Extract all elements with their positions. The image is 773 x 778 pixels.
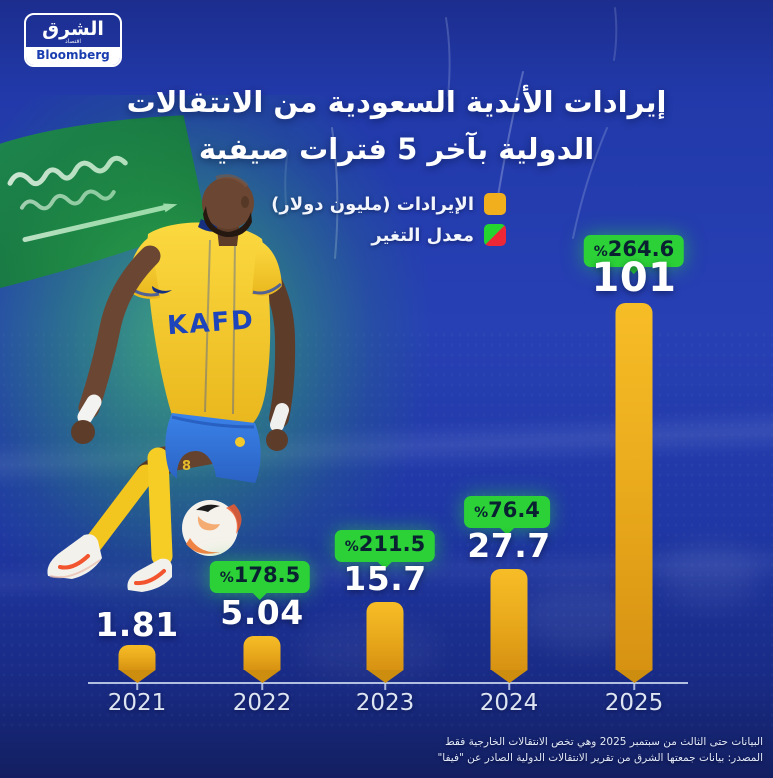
axis-tick — [261, 683, 263, 690]
asharq-logo-arabic: الشرق — [42, 18, 104, 40]
legend-row-change: معدل التغير — [271, 224, 506, 246]
change-badge-2022: %178.5 — [209, 561, 311, 593]
bar-body — [243, 636, 281, 670]
source-note: البيانات حتى الثالث من سبتمبر 2025 وهي ت… — [437, 734, 763, 766]
axis-tick — [136, 683, 138, 690]
change-value-2022: 178.5 — [233, 563, 301, 587]
percent-sign: % — [219, 570, 234, 586]
bar-2021 — [118, 645, 156, 683]
legend-row-revenue: الإيرادات (مليون دولار) — [271, 193, 506, 215]
bar-tip — [119, 670, 155, 683]
change-badge-2024: %76.4 — [464, 496, 550, 528]
legend: الإيرادات (مليون دولار) معدل التغير — [271, 193, 506, 246]
bar-2025 — [615, 303, 653, 683]
change-badge-2023: %211.5 — [334, 530, 436, 562]
legend-revenue-label: الإيرادات (مليون دولار) — [271, 193, 474, 215]
year-label-2022: 2022 — [232, 690, 292, 716]
bar-2022 — [243, 636, 281, 683]
percent-sign: % — [344, 539, 359, 555]
crowd-blob — [660, 545, 760, 605]
bar-tip — [616, 670, 652, 683]
bar-body — [490, 569, 528, 670]
asharq-bloomberg-logo: الشرق اقتصاد Bloomberg — [24, 13, 122, 67]
axis-tick — [633, 683, 635, 690]
bar-2023 — [366, 602, 404, 683]
percent-sign: % — [474, 505, 489, 521]
source-note-line2: المصدر: بيانات جمعتها الشرق من تقرير الا… — [437, 752, 763, 764]
year-label-2021: 2021 — [107, 690, 167, 716]
change-value-2024: 76.4 — [488, 498, 540, 522]
bar-value-2024: 27.7 — [467, 526, 551, 565]
bar-tip — [244, 670, 280, 683]
bar-value-2021: 1.81 — [95, 605, 179, 644]
chart-title-line2: الدولية بآخر 5 فترات صيفية — [198, 132, 595, 166]
bar-tip — [491, 670, 527, 683]
svg-text:8: 8 — [182, 459, 191, 474]
year-label-2025: 2025 — [604, 690, 664, 716]
asharq-logo-econ: اقتصاد — [64, 38, 82, 45]
bar-body — [615, 303, 653, 670]
change-value-2025: 264.6 — [607, 237, 675, 261]
bar-body — [366, 602, 404, 670]
legend-change-label: معدل التغير — [371, 224, 474, 246]
bar-value-2025: 101 — [591, 255, 677, 301]
year-label-2024: 2024 — [479, 690, 539, 716]
bar-value-2023: 15.7 — [343, 559, 427, 598]
chart-title: إيرادات الأندية السعودية من الانتقالات ا… — [30, 79, 763, 173]
bar-value-2022: 5.04 — [220, 593, 304, 632]
source-note-line1: البيانات حتى الثالث من سبتمبر 2025 وهي ت… — [444, 736, 763, 748]
percent-sign: % — [593, 244, 608, 260]
bloomberg-logo-text: Bloomberg — [26, 47, 120, 65]
bar-body — [118, 645, 156, 670]
asharq-logo-top: الشرق اقتصاد — [26, 15, 120, 47]
change-swatch-icon — [484, 224, 506, 246]
year-label-2023: 2023 — [355, 690, 415, 716]
change-value-2023: 211.5 — [358, 532, 426, 556]
chart-title-line1: إيرادات الأندية السعودية من الانتقالات — [126, 85, 667, 119]
axis-tick — [384, 683, 386, 690]
football-player-illustration: KAFD 8 — [47, 174, 296, 592]
revenue-swatch-icon — [484, 193, 506, 215]
axis-tick — [508, 683, 510, 690]
jersey-sponsor-text: KAFD — [166, 305, 256, 341]
change-badge-2025: %264.6 — [583, 235, 685, 267]
bar-tip — [367, 670, 403, 683]
bar-2024 — [490, 569, 528, 683]
